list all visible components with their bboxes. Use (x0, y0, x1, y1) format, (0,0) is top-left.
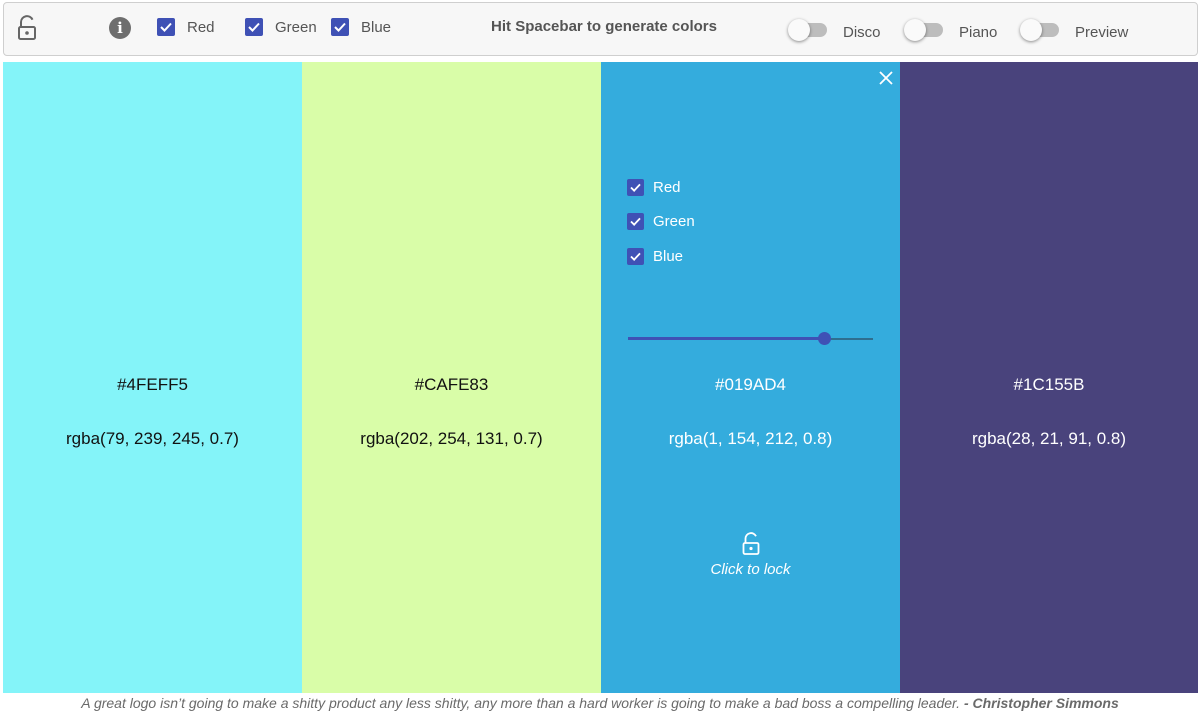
column-red-checkbox[interactable]: Red (627, 176, 695, 198)
toolbar-green-checkbox[interactable]: Green (245, 16, 317, 38)
hex-code: #019AD4 (715, 375, 786, 394)
toggle-knob (788, 19, 810, 41)
hex-code: #4FEFF5 (117, 375, 188, 394)
checkbox-checked-icon (627, 178, 644, 196)
toolbar: i Red Green Blue Hit Spacebar to generat… (3, 2, 1198, 56)
checkbox-label: Blue (361, 18, 392, 36)
color-column-2[interactable]: #CAFE83 rgba(202, 254, 131, 0.7) (302, 62, 601, 693)
column-channel-checkboxes: Red Green Blue (627, 176, 695, 280)
column-green-checkbox[interactable]: Green (627, 211, 695, 233)
toggle-knob (904, 19, 926, 41)
rgba-code: rgba(202, 254, 131, 0.7) (360, 429, 543, 448)
slider-fill (628, 337, 824, 340)
close-icon[interactable] (879, 71, 893, 85)
quote-author: - Christopher Simmons (963, 695, 1119, 711)
quote: A great logo isn’t going to make a shitt… (0, 695, 1200, 711)
toolbar-blue-checkbox[interactable]: Blue (331, 16, 391, 38)
checkbox-checked-icon (331, 18, 349, 36)
column-blue-checkbox[interactable]: Blue (627, 245, 695, 267)
checkbox-checked-icon (245, 18, 263, 36)
quote-text: A great logo isn’t going to make a shitt… (81, 695, 961, 711)
slider-thumb[interactable] (818, 332, 831, 345)
checkbox-checked-icon (627, 213, 644, 230)
disco-label: Disco (843, 24, 881, 41)
hex-code: #CAFE83 (414, 375, 489, 394)
lock-label: Click to lock (710, 561, 791, 578)
color-column-1[interactable]: #4FEFF5 rgba(79, 239, 245, 0.7) (3, 62, 302, 693)
toggle-knob (1020, 19, 1042, 41)
checkbox-checked-icon (627, 247, 644, 265)
color-column-3[interactable]: Red Green Blue #019AD4 rgba(1, 154, 212,… (601, 62, 900, 693)
preview-toggle[interactable] (1020, 19, 1059, 41)
piano-label: Piano (959, 24, 998, 41)
lock-open-icon[interactable] (16, 15, 38, 41)
checkbox-checked-icon (157, 18, 175, 36)
checkbox-label: Red (653, 178, 681, 196)
opacity-slider[interactable] (628, 327, 873, 351)
checkbox-label: Blue (653, 247, 684, 265)
checkbox-label: Green (275, 18, 317, 36)
lock-open-icon (741, 532, 761, 556)
preview-label: Preview (1075, 24, 1129, 41)
info-icon[interactable]: i (109, 17, 131, 39)
checkbox-label: Green (653, 213, 695, 230)
rgba-code: rgba(28, 21, 91, 0.8) (971, 429, 1127, 448)
lock-column-button[interactable]: Click to lock (601, 532, 900, 578)
disco-toggle[interactable] (788, 19, 827, 41)
checkbox-label: Red (187, 18, 215, 36)
color-column-4[interactable]: #1C155B rgba(28, 21, 91, 0.8) (900, 62, 1198, 693)
spacebar-hint: Hit Spacebar to generate colors (491, 18, 717, 35)
rgba-code: rgba(79, 239, 245, 0.7) (66, 429, 239, 448)
piano-toggle[interactable] (904, 19, 943, 41)
color-columns: #4FEFF5 rgba(79, 239, 245, 0.7) #CAFE83 … (3, 62, 1198, 693)
hex-code: #1C155B (1013, 375, 1085, 394)
toolbar-red-checkbox[interactable]: Red (157, 16, 215, 38)
rgba-code: rgba(1, 154, 212, 0.8) (668, 429, 833, 448)
